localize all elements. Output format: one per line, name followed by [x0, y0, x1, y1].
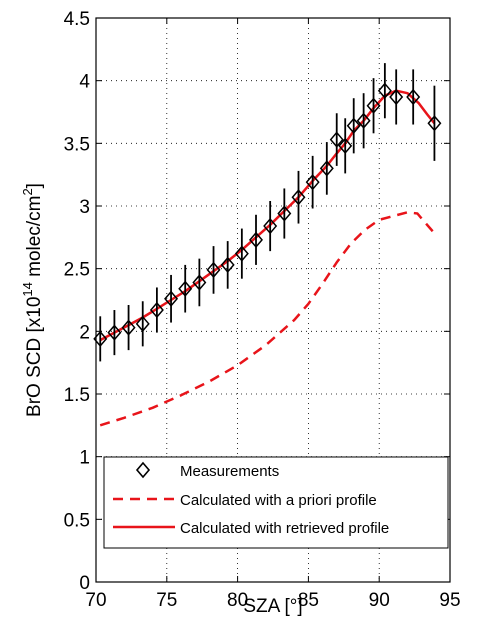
- retrieved-line: [99, 89, 436, 342]
- measurement-point: [406, 88, 421, 106]
- measurement-point: [249, 231, 263, 248]
- measurement-point: [206, 261, 221, 279]
- measurement-point: [178, 280, 193, 297]
- measurement-point: [107, 324, 122, 341]
- legend-diamond-marker: [135, 461, 151, 479]
- legend: Measurements Calculated with a priori pr…: [103, 456, 449, 549]
- legend-label-retrieved: Calculated with retrieved profile: [180, 520, 389, 537]
- tick-labels: 70 75 80 85 90 95 0 0.5 1 1.5 2 2.5 3 3.5 4 4.5: [64, 9, 461, 611]
- measurement-point: [291, 189, 306, 206]
- measurement-point: [377, 82, 392, 99]
- measurement-point: [329, 131, 344, 148]
- plot-frame: [95, 17, 451, 583]
- legend-label-measurements: Measurements: [180, 463, 279, 480]
- measurement-point: [149, 301, 164, 319]
- y-tick-label: 1.5: [64, 385, 90, 406]
- x-tick-label: 90: [369, 590, 390, 611]
- y-tick-label: 2: [79, 322, 90, 343]
- measurement-point: [338, 137, 353, 154]
- y-tick-label: 1: [79, 448, 90, 469]
- measurement-point: [427, 115, 442, 132]
- x-axis-label: SZA [°]: [243, 596, 302, 617]
- x-tick-label: 75: [156, 590, 177, 611]
- x-tick-label: 80: [227, 590, 248, 611]
- measurement-point: [234, 245, 249, 262]
- y-tick-label: 4: [79, 72, 90, 93]
- x-tick-label: 70: [85, 590, 106, 611]
- measurement-point: [121, 319, 136, 336]
- y-axis-label: BrO SCD [x1014 molec/cm2]: [20, 183, 45, 417]
- measurement-point: [356, 112, 371, 129]
- y-tick-label: 4.5: [64, 9, 90, 30]
- y-tick-label: 2.5: [64, 260, 90, 281]
- y-tick-label: 3.5: [64, 134, 90, 155]
- legend-label-a-priori: Calculated with a priori profile: [180, 492, 377, 509]
- measurement-point: [263, 217, 278, 235]
- measurement-point: [319, 160, 334, 177]
- series-measurements: [93, 63, 442, 362]
- measurement-point: [192, 274, 207, 291]
- axis-ticks: [95, 17, 451, 583]
- measurement-point: [346, 117, 361, 134]
- y-tick-label: 0: [79, 573, 90, 594]
- x-tick-label: 85: [298, 590, 319, 611]
- measurement-point: [164, 290, 179, 307]
- measurement-point: [366, 97, 381, 114]
- y-tick-label: 3: [79, 197, 90, 218]
- measurement-point: [305, 174, 320, 191]
- legend-box: [103, 456, 449, 549]
- a-priori-line: [99, 211, 437, 427]
- measurement-point: [220, 256, 235, 274]
- series-a-priori: [99, 211, 437, 427]
- y-tick-label: 0.5: [64, 510, 90, 531]
- x-tick-label: 95: [439, 590, 460, 611]
- measurement-point: [389, 88, 404, 106]
- measurement-point: [135, 315, 150, 332]
- series-retrieved: [99, 89, 436, 342]
- measurement-point: [277, 205, 292, 222]
